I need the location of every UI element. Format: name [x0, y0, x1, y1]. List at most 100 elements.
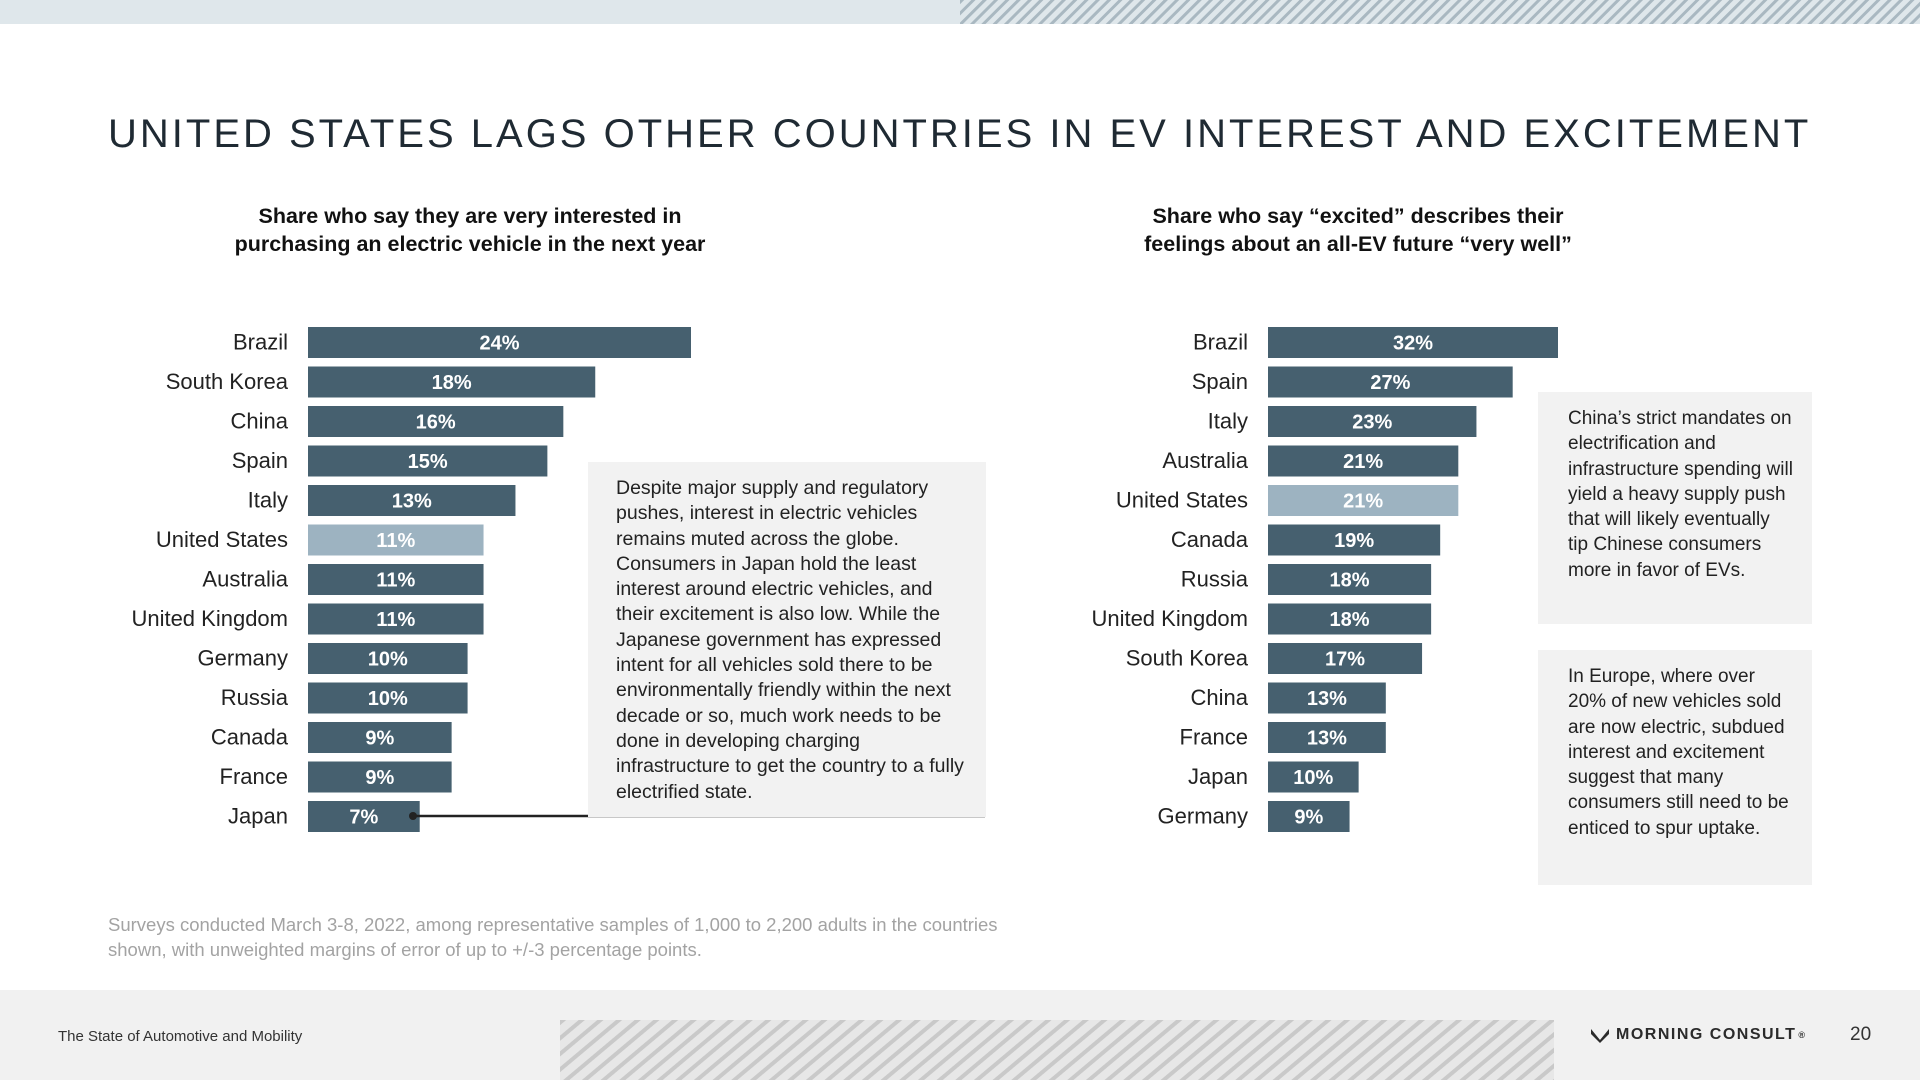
china-commentary-box: China’s strict mandates on electrificati… [1538, 392, 1812, 624]
value-label: 16% [416, 412, 456, 434]
value-label: 32% [1393, 333, 1433, 355]
top-decorative-band [0, 0, 1920, 24]
category-label: Italy [1208, 409, 1248, 434]
page-number: 20 [1850, 1024, 1872, 1045]
value-label: 17% [1325, 649, 1365, 671]
bar [308, 327, 691, 358]
value-label: 18% [432, 372, 472, 394]
category-label: United States [156, 527, 288, 552]
category-label: Spain [232, 448, 288, 473]
value-label: 7% [349, 807, 378, 829]
category-label: Brazil [1193, 330, 1248, 355]
category-label: France [220, 764, 288, 789]
value-label: 11% [376, 530, 415, 552]
right-chart-heading-line-2: feelings about an all-EV future “very we… [1144, 232, 1572, 256]
bar [1268, 485, 1459, 516]
page-title: UNITED STATES LAGS OTHER COUNTRIES IN EV… [108, 112, 1812, 156]
value-label: 10% [368, 649, 408, 671]
brand-name: MORNING CONSULT [1616, 1026, 1797, 1043]
bar [308, 682, 468, 714]
value-label: 11% [376, 570, 415, 592]
bar [1268, 366, 1513, 398]
value-label: 9% [365, 767, 394, 789]
morning-consult-logo-icon [1591, 1029, 1609, 1043]
category-label: Russia [1181, 567, 1249, 592]
category-label: Canada [1171, 527, 1249, 552]
bar [308, 643, 468, 674]
bar [308, 366, 596, 398]
value-label: 10% [1293, 767, 1333, 789]
bar [308, 406, 564, 437]
right-chart-heading-line-1: Share who say “excited” describes their [1152, 204, 1564, 228]
category-label: China [1191, 685, 1249, 710]
right-chart-heading: Share who say “excited” describes their … [1098, 202, 1618, 258]
report-title: The State of Automotive and Mobility [58, 1028, 303, 1045]
bar [308, 761, 452, 793]
value-label: 18% [1330, 570, 1370, 592]
left-commentary-box: Despite major supply and regulatory push… [588, 462, 986, 817]
value-label: 19% [1334, 530, 1374, 552]
value-label: 18% [1330, 609, 1370, 631]
category-label: Australia [1162, 448, 1248, 473]
value-label: 9% [1294, 807, 1323, 829]
value-label: 15% [408, 451, 448, 473]
value-label: 13% [1307, 728, 1347, 750]
bar [308, 445, 548, 477]
value-label: 13% [1307, 688, 1347, 710]
bar [1268, 445, 1459, 477]
category-label: United States [1116, 488, 1248, 513]
value-label: 10% [368, 688, 408, 710]
bar [308, 485, 516, 516]
bar [308, 603, 484, 635]
left-chart-heading-line-1: Share who say they are very interested i… [258, 204, 682, 228]
category-label: China [231, 409, 289, 434]
bar [1268, 327, 1558, 358]
value-label: 21% [1343, 491, 1383, 513]
bar [308, 722, 452, 753]
category-label: Japan [1188, 764, 1248, 789]
excitement-bar-chart: Brazil 32% Spain 27% Italy 23% Australia 21% Uni… [1091, 327, 1558, 832]
interest-bar-chart: Brazil 24% South Korea 18% China 16% Spain 15% I… [131, 327, 691, 832]
bar [1268, 761, 1359, 793]
category-label: Canada [211, 725, 289, 750]
category-label: Japan [228, 804, 288, 829]
brand-registered-mark: ® [1798, 1030, 1807, 1040]
europe-commentary-box: In Europe, where over 20% of new vehicle… [1538, 650, 1812, 885]
survey-methodology-note: Surveys conducted March 3-8, 2022, among… [108, 914, 998, 960]
category-label: South Korea [1126, 646, 1249, 671]
bar [308, 801, 420, 832]
category-label: France [1180, 725, 1248, 750]
bar [1268, 603, 1432, 635]
bar [1268, 406, 1477, 437]
value-label: 24% [479, 333, 519, 355]
value-label: 21% [1343, 451, 1383, 473]
value-label: 13% [392, 491, 432, 513]
category-label: United Kingdom [1091, 606, 1248, 631]
bar [1268, 524, 1441, 556]
left-chart-heading-line-2: purchasing an electric vehicle in the ne… [234, 232, 706, 256]
bar [1268, 682, 1386, 714]
bar [308, 524, 484, 556]
category-label: Spain [1192, 369, 1248, 394]
category-label: Germany [198, 646, 288, 671]
category-label: Russia [221, 685, 289, 710]
value-label: 27% [1370, 372, 1410, 394]
left-chart-heading: Share who say they are very interested i… [160, 202, 780, 258]
bar [308, 564, 484, 595]
top-stripe-pattern [960, 0, 1920, 24]
value-label: 23% [1352, 412, 1392, 434]
value-label: 9% [365, 728, 394, 750]
footer-stripe-pattern [560, 1020, 1554, 1080]
footer: The State of Automotive and Mobility MOR… [0, 990, 1920, 1080]
category-label: South Korea [166, 369, 289, 394]
category-label: Brazil [233, 330, 288, 355]
bar [1268, 564, 1432, 595]
category-label: Australia [202, 567, 288, 592]
bar [1268, 801, 1350, 832]
category-label: Germany [1158, 804, 1248, 829]
bar [1268, 722, 1386, 753]
category-label: United Kingdom [131, 606, 288, 631]
value-label: 11% [376, 609, 415, 631]
category-label: Italy [248, 488, 288, 513]
brand-logo: MORNING CONSULT ® [1590, 1026, 1807, 1044]
